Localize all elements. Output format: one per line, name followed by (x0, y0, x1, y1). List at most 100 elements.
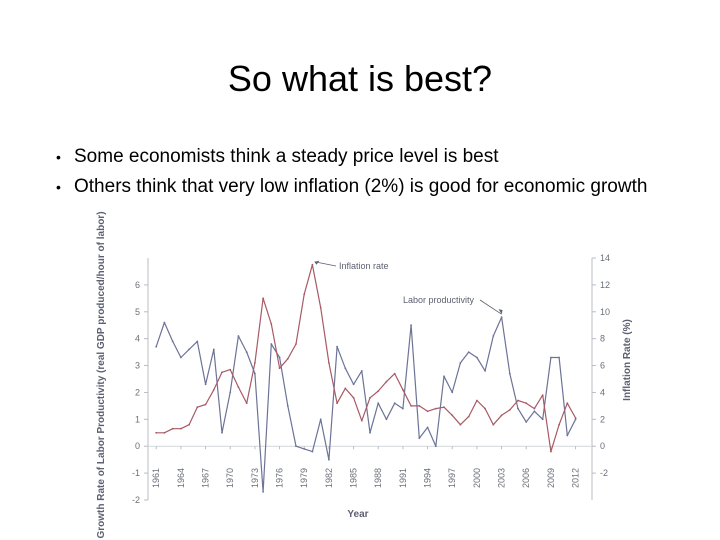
series-point-labor-productivity (254, 372, 256, 375)
series-point-labor-productivity (558, 356, 560, 359)
series-point-labor-productivity (237, 335, 240, 337)
right-tick-label: 10 (600, 307, 610, 317)
series-point-labor-productivity (328, 458, 330, 461)
series-point-labor-productivity (180, 356, 182, 359)
bullet-dot-icon: • (56, 179, 61, 195)
series-point-inflation-rate (550, 450, 552, 453)
x-tick-label: 1994 (423, 468, 433, 488)
series-point-labor-productivity (451, 391, 454, 394)
series-point-labor-productivity (278, 356, 281, 359)
series-point-labor-productivity (393, 402, 396, 405)
x-tick-label: 1979 (299, 468, 309, 488)
series-point-inflation-rate (270, 323, 273, 325)
series-line-labor-productivity (155, 316, 577, 493)
series-point-inflation-rate (254, 362, 256, 364)
series-point-labor-productivity (262, 491, 264, 493)
x-tick-label: 2006 (521, 468, 531, 488)
x-tick-label: 1970 (225, 468, 235, 488)
series-point-inflation-rate (237, 386, 240, 388)
series-point-inflation-rate (155, 431, 158, 434)
series-point-labor-productivity (550, 356, 552, 359)
series-point-labor-productivity (476, 356, 478, 359)
series-point-labor-productivity (418, 437, 421, 440)
right-tick-label: 12 (600, 280, 610, 290)
series-point-labor-productivity (434, 445, 437, 448)
series-point-inflation-rate (196, 406, 199, 409)
series-point-labor-productivity (204, 383, 207, 386)
annotation-productivity-arrowhead-icon (498, 309, 503, 315)
x-tick-label: 2012 (571, 468, 581, 488)
series-point-inflation-rate (574, 417, 577, 419)
series-layer (155, 263, 577, 493)
series-point-labor-productivity (377, 402, 380, 405)
bullet-dot-icon: • (56, 149, 61, 165)
series-point-inflation-rate (204, 403, 207, 406)
series-point-inflation-rate (426, 410, 429, 413)
series-point-inflation-rate (393, 372, 396, 375)
annotation-inflation-label: Inflation rate (339, 261, 389, 271)
series-point-labor-productivity (319, 418, 322, 421)
series-point-inflation-rate (352, 396, 355, 399)
annotations: Inflation rate Labor productivity (314, 260, 503, 315)
series-point-inflation-rate (369, 396, 371, 399)
series-point-inflation-rate (484, 407, 486, 410)
series-point-inflation-rate (229, 368, 232, 371)
left-tick-label: 4 (135, 334, 140, 344)
x-axis-title: Year (347, 509, 368, 520)
annotation-productivity-label: Labor productivity (403, 295, 475, 305)
x-tick-label: 2003 (497, 468, 507, 488)
series-point-inflation-rate (467, 415, 470, 418)
x-tick-label: 2009 (546, 468, 556, 488)
series-point-inflation-rate (319, 306, 322, 309)
series-point-inflation-rate (221, 371, 223, 374)
bullet-item: • Others think that very low inflation (2… (56, 176, 676, 198)
bullet-text: Some economists think a steady price lev… (74, 146, 499, 167)
series-point-labor-productivity (155, 345, 158, 348)
x-tick-label: 2000 (472, 468, 482, 488)
series-point-inflation-rate (566, 402, 569, 405)
series-point-inflation-rate (377, 390, 380, 392)
annotation-inflation-arrowhead-icon (314, 260, 320, 265)
series-point-labor-productivity (459, 362, 462, 364)
series-point-inflation-rate (451, 414, 454, 417)
series-point-labor-productivity (492, 335, 495, 337)
left-axis-title-text: Growth Rate of Labor Productivity (real … (96, 211, 107, 538)
series-point-labor-productivity (426, 426, 429, 429)
series-point-inflation-rate (476, 399, 478, 402)
series-point-inflation-rate (180, 427, 182, 430)
series-point-inflation-rate (262, 297, 264, 300)
right-tick-label: 0 (600, 441, 605, 451)
series-point-labor-productivity (188, 348, 191, 351)
series-point-inflation-rate (245, 402, 248, 405)
left-tick-label: 6 (135, 280, 140, 290)
series-point-labor-productivity (533, 410, 536, 413)
series-point-labor-productivity (336, 345, 338, 348)
series-point-inflation-rate (525, 402, 528, 405)
series-point-labor-productivity (566, 434, 569, 437)
series-point-inflation-rate (171, 427, 174, 430)
x-tick-label: 1997 (447, 468, 457, 488)
series-point-labor-productivity (344, 367, 347, 370)
x-tick-label: 1988 (373, 468, 383, 488)
series-point-inflation-rate (500, 414, 503, 417)
series-point-labor-productivity (467, 351, 470, 353)
series-point-inflation-rate (385, 380, 388, 383)
bullet-item: • Some economists think a steady price le… (56, 146, 676, 168)
series-point-inflation-rate (336, 402, 338, 405)
series-point-inflation-rate (402, 388, 404, 391)
series-point-labor-productivity (171, 340, 174, 343)
series-point-inflation-rate (360, 419, 363, 422)
series-point-inflation-rate (212, 388, 215, 391)
annotation-productivity-arrow (479, 299, 502, 315)
series-point-labor-productivity (221, 431, 223, 434)
series-point-labor-productivity (574, 418, 577, 421)
series-point-inflation-rate (434, 407, 437, 410)
right-tick-label: -2 (600, 468, 608, 478)
series-point-inflation-rate (517, 399, 519, 402)
right-tick-label: 8 (600, 334, 605, 344)
series-point-labor-productivity (229, 391, 232, 394)
series-point-labor-productivity (352, 383, 355, 386)
left-tick-label: 5 (135, 307, 140, 317)
right-tick-label: 14 (600, 253, 610, 263)
